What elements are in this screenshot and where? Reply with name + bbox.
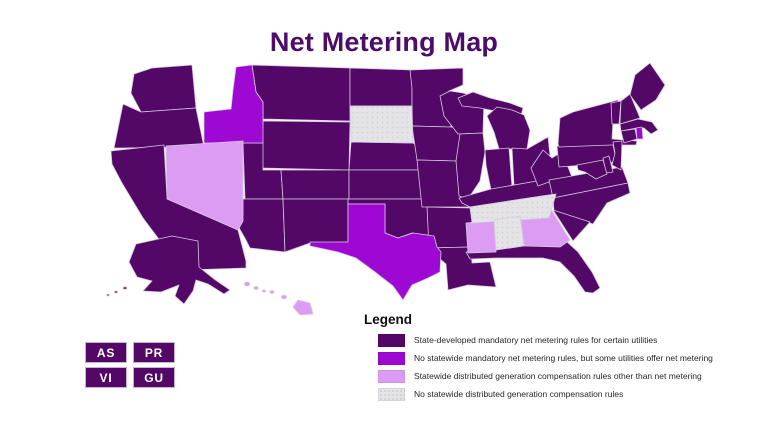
legend-item-light: Statewide distributed generation compens… (378, 370, 764, 383)
legend-label-light: Statewide distributed generation compens… (414, 371, 702, 382)
state-md[interactable] (576, 159, 608, 180)
legend-label-gray: No statewide distributed generation comp… (414, 389, 624, 400)
state-nv[interactable] (165, 140, 244, 231)
legend: Legend State-developed mandatory net met… (364, 312, 764, 406)
legend-title: Legend (364, 312, 413, 327)
territory-gu[interactable]: GU (133, 367, 175, 388)
legend-swatch-medium (378, 352, 405, 365)
territory-boxes: AS PR VI GU (85, 342, 177, 388)
state-co[interactable] (280, 169, 350, 200)
legend-swatch-dark (378, 334, 405, 347)
state-wa[interactable] (130, 64, 197, 113)
territory-as[interactable]: AS (85, 342, 127, 363)
state-al[interactable] (493, 215, 525, 251)
state-ri[interactable] (635, 126, 644, 140)
state-vt[interactable] (610, 100, 622, 125)
state-nh[interactable] (619, 93, 641, 125)
state-nj[interactable] (611, 140, 623, 171)
states-layer (106, 62, 666, 316)
state-me[interactable] (629, 62, 666, 111)
state-ma[interactable] (619, 118, 659, 135)
state-sc[interactable] (552, 209, 591, 242)
state-il[interactable] (455, 132, 486, 200)
state-or[interactable] (113, 103, 205, 149)
state-ak[interactable] (106, 235, 231, 305)
territory-vi[interactable]: VI (85, 367, 127, 388)
page-title: Net Metering Map (269, 27, 499, 57)
state-hi[interactable] (243, 281, 314, 316)
legend-label-dark: State-developed mandatory net metering r… (414, 335, 658, 346)
legend-swatch-light (378, 370, 405, 383)
legend-label-medium: No statewide mandatory net metering rule… (414, 353, 713, 364)
state-wy[interactable] (260, 120, 351, 171)
legend-item-gray: No statewide distributed generation comp… (378, 388, 764, 401)
state-az[interactable] (237, 198, 286, 253)
state-tn[interactable] (469, 193, 557, 224)
state-sd[interactable] (349, 105, 414, 144)
legend-item-dark: State-developed mandatory net metering r… (378, 334, 764, 347)
territory-pr[interactable]: PR (133, 342, 175, 363)
state-ms[interactable] (465, 219, 497, 254)
state-nd[interactable] (349, 67, 413, 107)
state-ia[interactable] (411, 125, 464, 162)
state-mi-lower[interactable] (486, 106, 531, 150)
state-tx[interactable] (309, 203, 442, 301)
state-in[interactable] (484, 147, 513, 191)
legend-item-medium: No statewide mandatory net metering rule… (378, 352, 764, 365)
legend-swatch-gray (378, 388, 405, 401)
state-mt[interactable] (251, 64, 351, 122)
